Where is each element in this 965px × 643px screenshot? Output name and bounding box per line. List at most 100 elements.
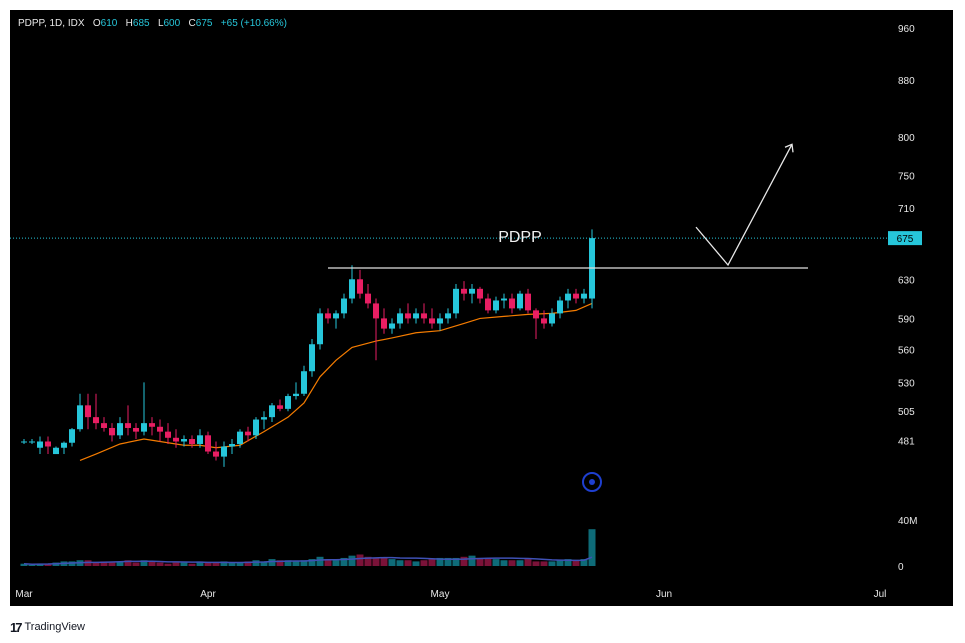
y-tick-label: 505 [898,407,915,418]
volume-bar [276,560,284,566]
candle-body [45,441,51,447]
volume-bar [348,555,356,566]
change-value: +65 (+10.66%) [220,18,287,29]
volume-bar [292,561,300,566]
volume-bar [156,562,164,566]
candle-body [557,300,563,314]
high-value: 685 [132,18,150,29]
candle-body [397,313,403,324]
candle-body [253,419,259,436]
candle-body [533,310,539,319]
volume-bar [332,560,340,566]
volume-bar [460,556,468,566]
volume-bar [572,560,580,566]
candle-body [181,439,187,442]
candle-body [109,427,115,436]
volume-bar [484,557,492,566]
volume-bar [252,560,260,566]
volume-bar [196,561,204,566]
volume-bar [580,559,588,566]
current-price-tag [888,231,922,246]
open-value: 610 [100,18,118,29]
volume-bar [388,559,396,566]
event-marker-icon [582,472,602,492]
volume-bar [108,562,116,566]
candle-body [245,431,251,436]
candle-body [149,423,155,427]
y-tick-label: 710 [898,204,915,215]
volume-ma-line [23,556,593,566]
x-tick-label: Jul [874,589,887,600]
volume-bar [308,559,316,566]
volume-bar [116,561,124,566]
candle-body [21,441,27,443]
volume-bar [28,564,36,566]
candle-body [349,279,355,299]
candle-body [285,396,291,409]
volume-bar [92,562,100,566]
event-marker-dot [589,479,595,485]
candle-body [565,293,571,301]
volume-bar [444,557,452,566]
volume-bar [236,562,244,566]
low-label: L [157,18,164,29]
candle-body [573,293,579,299]
y-tick-label: 750 [898,171,915,182]
volume-bar [564,559,572,566]
volume-bar [364,556,372,566]
pdpp-annotation-label: PDPP [498,229,542,246]
volume-bar [180,562,188,566]
y-tick-label: 630 [898,275,915,286]
volume-bar [324,559,332,566]
volume-bar [20,563,28,566]
projection-arrow [695,143,793,267]
chart-header: PDPP, 1D, IDX O610 H685 L600 C675 +65 (+… [18,18,287,29]
candle-body [381,318,387,329]
candle-body [173,437,179,442]
symbol-label: PDPP, 1D, IDX [18,18,85,29]
volume-bar [468,555,476,566]
candle-body [325,313,331,319]
volume-tick-label: 40M [898,516,917,527]
x-tick-label: Jun [656,589,672,600]
volume-bar [412,561,420,566]
y-tick-label: 530 [898,378,915,389]
candle-body [517,293,523,309]
candle-body [301,371,307,394]
volume-bar [284,560,292,566]
candle-body [277,405,283,409]
candle-body [213,451,219,457]
candle-body [309,344,315,372]
volume-bar [372,557,380,566]
volume-bar [268,559,276,566]
volume-bar [452,557,460,566]
volume-bar [316,556,324,566]
y-tick-label: 590 [898,314,915,325]
volume-bar [500,560,508,566]
candle-body [365,293,371,304]
volume-bar [100,561,108,566]
candle-body [133,427,139,432]
candle-body [445,313,451,319]
candle-body [405,313,411,319]
volume-bar [548,561,556,566]
candle-body [77,405,83,430]
candlestick-chart[interactable]: 675 PDPP 960 880 800 750 710 630 590 560 530 505 48… [10,10,953,606]
candle-body [549,313,555,324]
volume-bar [140,560,148,566]
candle-body [581,293,587,299]
volume-bar [524,559,532,566]
candle-body [341,298,347,314]
candle-body [293,393,299,397]
candle-body [373,303,379,319]
volume-bar [220,561,228,566]
tradingview-footer[interactable]: 17 TradingView [10,618,85,636]
volume-bar [300,560,308,566]
candle-body [429,318,435,324]
volume-bar [396,560,404,566]
volume-bar [516,560,524,566]
volume-bar [540,561,548,566]
volume-bar [380,557,388,566]
candle-body [413,313,419,319]
volume-bar [532,561,540,566]
